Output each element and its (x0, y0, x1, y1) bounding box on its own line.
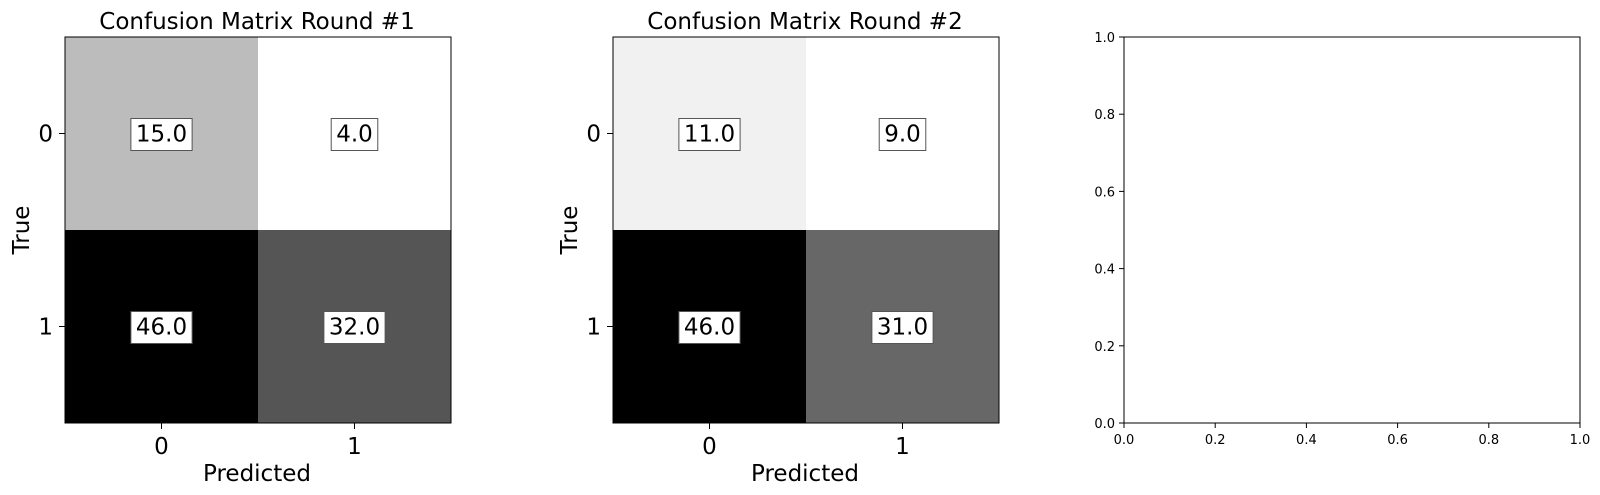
y-tick-label-1: 1 (38, 315, 53, 341)
cell-label-1-0: 46.0 (678, 311, 741, 344)
x-tick-label-0: 0 (154, 434, 169, 460)
cell-value: 9.0 (884, 122, 921, 148)
x-tick-label-3: 0.6 (1387, 433, 1408, 448)
label-box (871, 311, 934, 344)
cell-value: 46.0 (136, 315, 187, 341)
plot-frame (1123, 36, 1581, 424)
axis-ticks: 0.0 0.2 0.4 0.6 0.8 1.0 0.0 0.2 0.4 0.6 0.8 1.0 (1094, 31, 1590, 448)
x-tick-label-2: 0.4 (1296, 433, 1317, 448)
x-tick-label-0: 0 (702, 434, 717, 460)
x-axis-label: Predicted (751, 461, 859, 487)
label-box (330, 118, 379, 151)
chart-title: Confusion Matrix Round #2 (647, 9, 962, 35)
cell-value: 46.0 (684, 315, 735, 341)
y-tick-label-0: 0.0 (1094, 417, 1115, 432)
cell-value: 31.0 (877, 315, 928, 341)
cell-label-1-1: 31.0 (871, 311, 934, 344)
y-tick-label-0: 0 (586, 122, 601, 148)
chart-title: Confusion Matrix Round #1 (99, 9, 414, 35)
cell-labels: 15.0 4.0 46.0 32.0 (130, 118, 386, 344)
y-tick-label-1: 0.2 (1094, 340, 1115, 355)
cell-value: 32.0 (329, 315, 380, 341)
cell-label-0-0: 15.0 (130, 118, 193, 151)
cell-label-0-1: 4.0 (330, 118, 379, 151)
x-tick-label-1: 0.2 (1205, 433, 1226, 448)
label-box (678, 118, 741, 151)
cell-label-0-0: 11.0 (678, 118, 741, 151)
label-box (678, 311, 741, 344)
axis-ticks: 0 1 0 1 (38, 122, 361, 461)
confusion-matrix-round-2: Confusion Matrix Round #2 11.0 9.0 46.0 31.… (557, 9, 1000, 487)
confusion-matrix-round-1: Confusion Matrix Round #1 15.0 4.0 46.0 32.… (9, 9, 452, 487)
x-axis-label: Predicted (203, 461, 311, 487)
x-tick-label-1: 1 (347, 434, 362, 460)
plot-frame (64, 36, 452, 424)
y-tick-label-5: 1.0 (1094, 31, 1115, 46)
plot-frame (612, 36, 1000, 424)
cell-value: 15.0 (136, 122, 187, 148)
x-tick-label-5: 1.0 (1570, 433, 1591, 448)
cell-label-0-1: 9.0 (878, 118, 927, 151)
empty-axes: 0.0 0.2 0.4 0.6 0.8 1.0 0.0 0.2 0.4 0.6 0.8 1.0 (1094, 31, 1590, 448)
label-box (130, 311, 193, 344)
x-tick-label-0: 0.0 (1114, 433, 1135, 448)
y-tick-label-2: 0.4 (1094, 263, 1115, 278)
y-tick-label-1: 1 (586, 315, 601, 341)
x-tick-label-4: 0.8 (1478, 433, 1499, 448)
y-tick-label-3: 0.6 (1094, 185, 1115, 200)
y-tick-label-4: 0.8 (1094, 108, 1115, 123)
label-box (130, 118, 193, 151)
label-box (323, 311, 386, 344)
y-axis-label: True (9, 206, 35, 256)
cell-value: 4.0 (336, 122, 373, 148)
heatmap-cells (65, 37, 451, 423)
cell-value: 11.0 (684, 122, 735, 148)
y-tick-label-0: 0 (38, 122, 53, 148)
axis-ticks: 0 1 0 1 (586, 122, 909, 461)
x-tick-label-1: 1 (895, 434, 910, 460)
cell-labels: 11.0 9.0 46.0 31.0 (678, 118, 934, 344)
label-box (878, 118, 927, 151)
y-axis-label: True (557, 206, 583, 256)
heatmap-cells (613, 37, 999, 423)
cell-label-1-1: 32.0 (323, 311, 386, 344)
cell-label-1-0: 46.0 (130, 311, 193, 344)
